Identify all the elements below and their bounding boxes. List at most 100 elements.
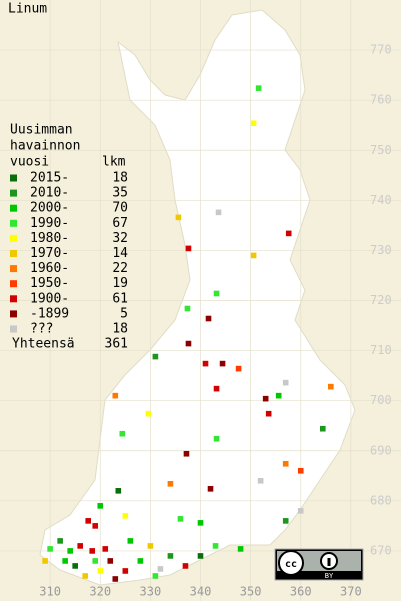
observation-square: [282, 379, 289, 386]
observation-square: [119, 430, 126, 437]
observation-square: [328, 383, 334, 390]
y-tick-label: 680: [370, 493, 392, 507]
observation-square: [183, 450, 190, 457]
legend-swatch: [10, 310, 17, 318]
observation-square: [257, 478, 264, 484]
legend-swatch: [10, 204, 17, 212]
y-tick-label: 710: [370, 343, 392, 357]
y-tick-label: 770: [370, 43, 392, 57]
observation-square: [112, 576, 119, 582]
legend-heading: havainnon: [10, 139, 80, 154]
x-tick-label: 350: [240, 585, 262, 599]
observation-square: [147, 543, 154, 549]
legend-swatch: [10, 250, 17, 257]
observation-square: [175, 214, 182, 221]
legend-count: 35: [112, 186, 128, 201]
observation-square: [255, 85, 262, 91]
observation-square: [115, 488, 122, 494]
observation-square: [167, 481, 174, 487]
observation-square: [212, 543, 219, 549]
legend-heading: vuosi: [10, 155, 49, 170]
observation-square: [89, 548, 96, 554]
y-tick-label: 740: [370, 193, 392, 207]
legend-count: 18: [112, 171, 128, 186]
observation-square: [102, 546, 109, 552]
svg-text:cc: cc: [285, 559, 297, 570]
legend-count-heading: lkm: [102, 155, 126, 170]
x-tick-label: 360: [290, 585, 312, 599]
observation-square: [184, 305, 191, 312]
x-tick-label: 320: [89, 585, 111, 599]
legend-swatch: [10, 295, 17, 303]
legend-label: 2000-: [30, 201, 69, 216]
observation-square: [213, 435, 220, 442]
y-tick-label: 750: [370, 143, 392, 157]
x-tick-label: 370: [340, 585, 362, 599]
observation-square: [67, 548, 73, 554]
legend-swatch: [10, 325, 17, 333]
observation-square: [137, 558, 144, 564]
cc-badge: cc BY: [274, 548, 364, 581]
legend-label: 1960-: [30, 261, 69, 276]
observation-square: [152, 573, 159, 579]
observation-square: [265, 410, 272, 417]
observation-square: [215, 209, 222, 216]
observation-square: [157, 566, 164, 572]
observation-square: [82, 573, 89, 579]
legend-swatch: [10, 189, 17, 197]
observation-square: [97, 503, 104, 509]
observation-square: [219, 360, 226, 367]
observation-square: [92, 558, 99, 564]
legend-count: 14: [112, 246, 128, 261]
observation-square: [177, 516, 184, 522]
legend-label: 1970-: [30, 246, 69, 261]
observation-square: [197, 553, 204, 559]
observation-square: [235, 365, 242, 372]
legend-count: 70: [112, 201, 128, 216]
observation-square: [197, 520, 204, 526]
legend-count: 22: [112, 261, 128, 276]
legend-count: 61: [112, 291, 128, 306]
observation-square: [205, 315, 212, 322]
legend-label: 2015-: [30, 171, 69, 186]
observation-square: [275, 392, 282, 399]
observation-square: [297, 467, 304, 474]
legend-count: 67: [112, 216, 128, 231]
observation-square: [57, 538, 63, 544]
y-tick-label: 730: [370, 243, 392, 257]
observation-square: [207, 486, 214, 492]
observation-square: [202, 360, 209, 367]
legend-total-label: Yhteensä: [12, 337, 75, 352]
legend-heading: Uusimman: [10, 123, 73, 138]
observation-square: [77, 543, 83, 549]
y-tick-label: 700: [370, 393, 392, 407]
map-title: Linum: [8, 2, 47, 17]
observation-square: [320, 425, 326, 432]
legend-count: 5: [120, 306, 128, 321]
observation-square: [285, 230, 292, 237]
observation-square: [62, 558, 68, 564]
y-tick-label: 760: [370, 93, 392, 107]
observation-square: [122, 568, 129, 574]
observation-square: [145, 410, 152, 417]
observation-square: [122, 513, 129, 519]
observation-square: [213, 385, 220, 392]
y-tick-label: 670: [370, 543, 392, 557]
y-tick-label: 690: [370, 443, 392, 457]
observation-square: [47, 546, 53, 552]
observation-square: [92, 523, 99, 529]
legend-count: 18: [112, 322, 128, 337]
legend-count: 32: [112, 231, 128, 246]
legend-swatch: [10, 265, 17, 273]
observation-square: [282, 518, 289, 524]
x-tick-label: 330: [140, 585, 162, 599]
legend-label: ???: [30, 322, 53, 337]
legend-swatch: [10, 219, 17, 227]
observation-square: [262, 395, 269, 402]
observation-square: [152, 353, 159, 360]
observation-square: [85, 518, 92, 524]
observation-square: [282, 460, 289, 467]
observation-square: [185, 245, 192, 252]
observation-square: [107, 558, 114, 564]
